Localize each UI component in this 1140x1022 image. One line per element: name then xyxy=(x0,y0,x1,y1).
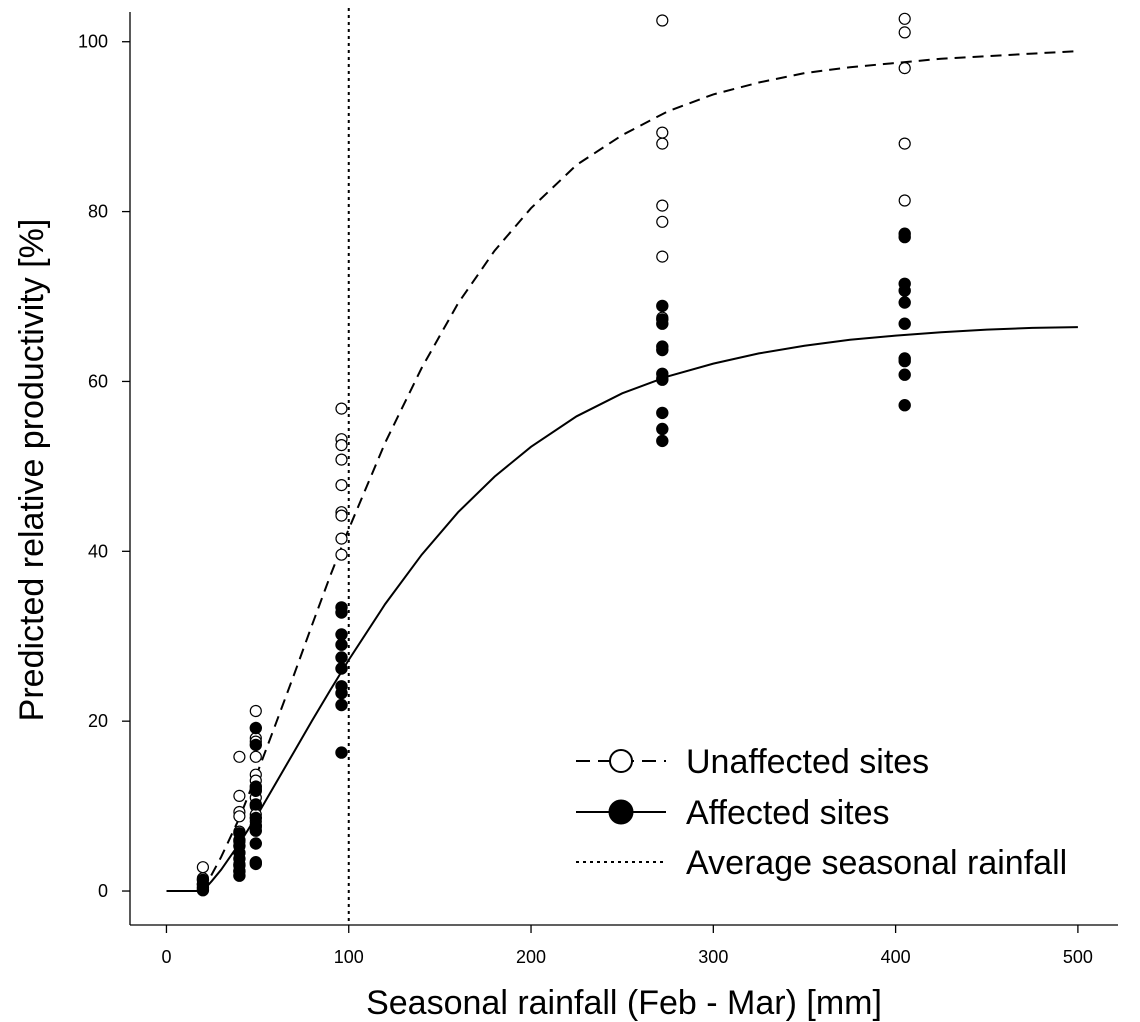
unaffected-sites-curve xyxy=(166,50,1078,892)
legend-label-unaffected: Unaffected sites xyxy=(686,743,929,781)
affected-site-point xyxy=(335,698,348,712)
affected-site-point xyxy=(656,434,669,448)
unaffected-site-point xyxy=(898,12,911,25)
unaffected-site-point xyxy=(898,194,911,207)
legend-item-average-rainfall: Average seasonal rainfall xyxy=(576,844,1067,882)
unaffected-site-point xyxy=(233,810,246,823)
unaffected-site-point xyxy=(335,548,348,561)
affected-site-point xyxy=(335,638,348,651)
plot-area: 0 100 200 300 400 500 0 20 40 60 80 100 xyxy=(78,8,1118,967)
affected-site-point xyxy=(249,784,263,798)
affected-site-point xyxy=(335,651,348,664)
unaffected-site-point xyxy=(898,26,911,39)
y-axis-title: Predicted relative productivity [%] xyxy=(13,219,51,722)
affected-sites-curve xyxy=(166,326,1078,892)
x-axis-title: Seasonal rainfall (Feb - Mar) [mm] xyxy=(366,984,882,1022)
data-points xyxy=(196,12,911,897)
legend-item-unaffected: Unaffected sites xyxy=(576,743,929,781)
y-tick-label: 40 xyxy=(88,541,108,561)
unaffected-site-point xyxy=(656,250,669,263)
affected-site-point xyxy=(249,857,263,871)
y-tick-label: 100 xyxy=(78,32,108,52)
legend-label-affected: Affected sites xyxy=(686,794,890,832)
affected-site-point xyxy=(898,399,911,412)
affected-site-point xyxy=(249,721,263,735)
legend: Unaffected sites Affected sites Average … xyxy=(576,743,1067,882)
y-axis-ticks: 0 20 40 60 80 100 xyxy=(78,32,130,901)
affected-site-point xyxy=(656,373,669,386)
unaffected-site-point xyxy=(335,402,348,415)
unaffected-site-point xyxy=(335,479,348,492)
affected-site-point xyxy=(898,368,911,381)
x-tick-label: 500 xyxy=(1063,947,1093,967)
affected-site-point xyxy=(898,317,911,330)
y-tick-label: 60 xyxy=(88,371,108,391)
affected-site-point xyxy=(335,662,348,675)
affected-site-point xyxy=(656,317,669,330)
x-tick-label: 200 xyxy=(516,947,546,967)
affected-site-point xyxy=(249,738,263,752)
unaffected-site-point xyxy=(656,14,669,27)
affected-site-point xyxy=(249,824,263,837)
x-tick-label: 400 xyxy=(881,947,911,967)
unaffected-site-point xyxy=(233,750,246,763)
y-tick-label: 20 xyxy=(88,711,108,731)
y-tick-label: 0 xyxy=(98,881,108,901)
legend-label-average-rainfall: Average seasonal rainfall xyxy=(686,844,1067,882)
affected-site-point xyxy=(898,230,911,244)
unaffected-site-point xyxy=(898,137,911,150)
unaffected-site-point xyxy=(656,215,669,228)
unaffected-site-point xyxy=(335,509,348,522)
x-tick-label: 0 xyxy=(161,947,171,967)
unaffected-site-point xyxy=(656,199,669,212)
x-tick-label: 300 xyxy=(698,947,728,967)
affected-site-point xyxy=(233,869,246,882)
unaffected-site-point xyxy=(335,532,348,545)
x-tick-label: 100 xyxy=(334,947,364,967)
legend-filled-circle-icon xyxy=(608,799,634,825)
unaffected-site-point xyxy=(335,453,348,466)
affected-site-point xyxy=(196,884,210,897)
unaffected-site-point xyxy=(249,750,262,763)
affected-site-point xyxy=(898,354,911,368)
legend-open-circle-icon xyxy=(609,749,633,773)
affected-site-point xyxy=(335,606,348,619)
unaffected-site-point xyxy=(196,861,209,874)
unaffected-site-point xyxy=(249,704,262,718)
affected-site-point xyxy=(249,798,263,811)
unaffected-site-point xyxy=(656,126,669,139)
fitted-curves xyxy=(166,50,1078,892)
y-tick-label: 80 xyxy=(88,202,108,222)
legend-item-affected: Affected sites xyxy=(576,794,890,832)
affected-site-point xyxy=(249,837,263,850)
affected-site-point xyxy=(335,686,348,700)
affected-site-point xyxy=(656,422,669,436)
affected-site-point xyxy=(656,343,669,357)
affected-site-point xyxy=(898,284,911,297)
unaffected-site-point xyxy=(656,137,669,150)
unaffected-site-point xyxy=(233,789,246,803)
affected-site-point xyxy=(656,299,669,313)
unaffected-site-point xyxy=(898,61,911,75)
x-axis-ticks: 0 100 200 300 400 500 xyxy=(161,925,1093,967)
affected-site-point xyxy=(898,296,911,309)
affected-site-point xyxy=(335,746,348,759)
affected-site-point xyxy=(656,406,669,420)
unaffected-site-point xyxy=(335,439,348,452)
